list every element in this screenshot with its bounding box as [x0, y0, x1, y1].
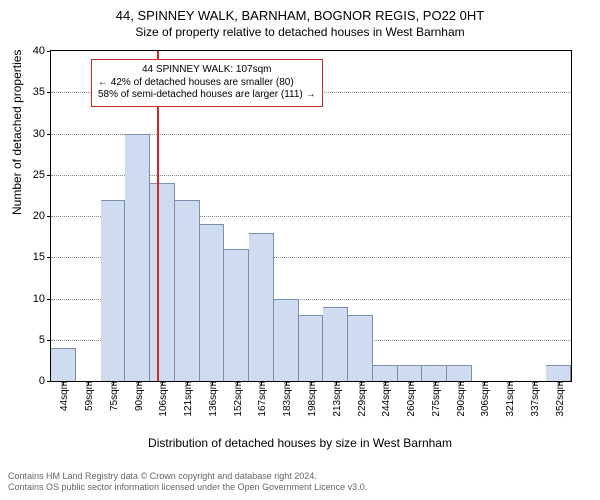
x-tick-label: 260sqm — [406, 381, 417, 417]
x-tick-label: 121sqm — [183, 381, 194, 417]
x-tick-mark — [435, 381, 436, 385]
x-tick-mark — [187, 381, 188, 385]
y-tick-mark — [47, 340, 51, 341]
footer-attribution: Contains HM Land Registry data © Crown c… — [8, 471, 367, 494]
x-tick-mark — [410, 381, 411, 385]
histogram-bar — [546, 365, 571, 382]
x-tick-label: 290sqm — [456, 381, 467, 417]
histogram-bar — [274, 299, 299, 382]
histogram-bar — [224, 249, 249, 381]
histogram-bar — [249, 233, 274, 382]
x-tick-mark — [336, 381, 337, 385]
x-tick-mark — [237, 381, 238, 385]
x-tick-mark — [113, 381, 114, 385]
y-tick-mark — [47, 216, 51, 217]
y-tick-mark — [47, 92, 51, 93]
x-tick-label: 213sqm — [332, 381, 343, 417]
x-tick-mark — [484, 381, 485, 385]
x-tick-mark — [559, 381, 560, 385]
x-tick-label: 152sqm — [233, 381, 244, 417]
x-tick-label: 167sqm — [257, 381, 268, 417]
x-tick-label: 337sqm — [530, 381, 541, 417]
y-tick-label: 35 — [33, 86, 45, 98]
histogram-bar — [373, 365, 398, 382]
histogram-bar — [200, 224, 225, 381]
x-tick-label: 244sqm — [381, 381, 392, 417]
histogram-bar — [398, 365, 423, 382]
footer-line1: Contains HM Land Registry data © Crown c… — [8, 471, 367, 483]
histogram-bar — [299, 315, 324, 381]
x-tick-mark — [212, 381, 213, 385]
x-tick-label: 183sqm — [282, 381, 293, 417]
histogram-bar — [175, 200, 200, 382]
x-tick-mark — [88, 381, 89, 385]
x-tick-mark — [138, 381, 139, 385]
y-tick-label: 40 — [33, 45, 45, 57]
x-tick-label: 275sqm — [431, 381, 442, 417]
x-tick-label: 229sqm — [357, 381, 368, 417]
y-tick-mark — [47, 299, 51, 300]
x-tick-mark — [63, 381, 64, 385]
histogram-bar — [101, 200, 126, 382]
footer-line2: Contains OS public sector information li… — [8, 482, 367, 494]
annotation-line: ← 42% of detached houses are smaller (80… — [98, 77, 316, 90]
x-tick-label: 59sqm — [84, 381, 95, 411]
y-tick-label: 15 — [33, 251, 45, 263]
y-tick-mark — [47, 381, 51, 382]
y-tick-label: 10 — [33, 293, 45, 305]
y-tick-label: 30 — [33, 128, 45, 140]
y-tick-mark — [47, 175, 51, 176]
x-axis-label: Distribution of detached houses by size … — [0, 436, 600, 450]
y-tick-mark — [47, 257, 51, 258]
y-tick-label: 5 — [39, 334, 45, 346]
x-tick-label: 90sqm — [134, 381, 145, 411]
x-tick-label: 321sqm — [505, 381, 516, 417]
histogram-bar — [422, 365, 447, 382]
x-tick-label: 306sqm — [480, 381, 491, 417]
x-tick-mark — [361, 381, 362, 385]
x-tick-mark — [534, 381, 535, 385]
x-tick-mark — [162, 381, 163, 385]
histogram-bar — [447, 365, 472, 382]
y-tick-mark — [47, 134, 51, 135]
x-tick-mark — [385, 381, 386, 385]
x-tick-label: 136sqm — [208, 381, 219, 417]
annotation-line: 44 SPINNEY WALK: 107sqm — [98, 64, 316, 77]
x-tick-label: 75sqm — [109, 381, 120, 411]
x-tick-label: 44sqm — [59, 381, 70, 411]
annotation-box: 44 SPINNEY WALK: 107sqm← 42% of detached… — [91, 59, 323, 107]
plot-area: 051015202530354044sqm59sqm75sqm90sqm106s… — [50, 50, 572, 382]
x-tick-mark — [460, 381, 461, 385]
histogram-bar — [323, 307, 348, 381]
chart-title: 44, SPINNEY WALK, BARNHAM, BOGNOR REGIS,… — [0, 0, 600, 23]
y-tick-label: 20 — [33, 210, 45, 222]
y-tick-mark — [47, 51, 51, 52]
y-tick-label: 25 — [33, 169, 45, 181]
chart-container: 44, SPINNEY WALK, BARNHAM, BOGNOR REGIS,… — [0, 0, 600, 500]
annotation-line: 58% of semi-detached houses are larger (… — [98, 89, 316, 102]
histogram-bar — [125, 134, 150, 382]
x-tick-mark — [311, 381, 312, 385]
x-tick-mark — [509, 381, 510, 385]
y-axis-label: Number of detached properties — [10, 50, 24, 215]
x-tick-label: 198sqm — [307, 381, 318, 417]
x-tick-mark — [286, 381, 287, 385]
chart-subtitle: Size of property relative to detached ho… — [0, 23, 600, 39]
x-tick-label: 352sqm — [555, 381, 566, 417]
x-tick-mark — [261, 381, 262, 385]
x-tick-label: 106sqm — [158, 381, 169, 417]
histogram-bar — [51, 348, 76, 381]
histogram-bar — [348, 315, 373, 381]
y-tick-label: 0 — [39, 375, 45, 387]
histogram-bar — [150, 183, 175, 381]
